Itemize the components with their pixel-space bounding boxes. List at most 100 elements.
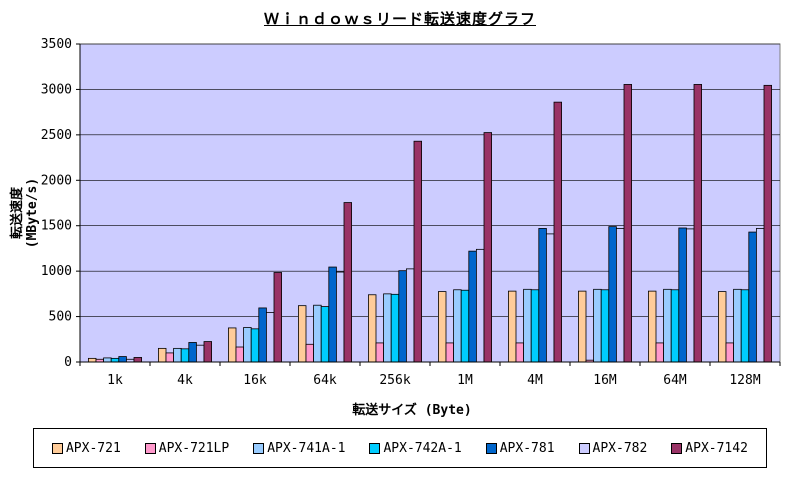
legend-swatch [144,442,156,454]
bar-apx-782-1m [475,248,485,363]
bar-apx-721lp-1m [445,342,454,363]
bar-apx-782-4m [546,233,555,363]
x-tick-label: 16k [243,373,267,388]
y-tick-label: 1500 [41,219,72,234]
bar-apx-721-4m [507,290,517,363]
legend-label: APX-721 [65,440,121,456]
bar-apx-781-128m [748,231,757,363]
x-tick-label: 64k [313,373,337,388]
bar-apx-781-4m [538,228,547,363]
bar-apx-781-1m [468,250,477,363]
bar-apx-742a-1-128m [740,289,750,363]
bar-apx-721-1k [88,357,97,363]
bar-apx-721lp-64m [655,342,664,363]
bar-apx-721lp-128m [725,342,734,363]
bar-apx-741a-1-4k [173,347,182,363]
bar-apx-741a-1-1m [453,289,462,363]
legend-swatch [671,442,683,454]
bar-apx-742a-1-256k [390,293,400,363]
x-tick-label: 128M [729,373,760,388]
legend-item: APX-741A-1 [253,441,345,456]
bar-apx-721-4k [157,347,167,363]
bar-apx-721lp-16k [235,346,244,363]
legend-label: APX-741A-1 [267,440,346,456]
y-axis-label: 転送速度 (MByte/s) [10,177,40,249]
bar-apx-721lp-256k [375,342,384,363]
legend-label: APX-742A-1 [383,440,462,456]
y-tick-label: 3000 [41,82,72,97]
bar-apx-742a-1-4k [180,348,190,363]
bar-apx-741a-1-256k [383,293,392,363]
legend-item: APX-742A-1 [369,440,462,456]
bar-apx-721-64k [297,305,307,363]
bar-apx-721-128m [718,291,727,363]
bar-apx-782-64m [686,228,695,363]
bar-apx-7142-4k [203,341,212,363]
bar-apx-742a-1-4m [530,289,540,363]
bar-apx-781-256k [398,270,407,363]
legend-item: APX-721LP [144,440,230,456]
bar-apx-782-4k [195,344,205,363]
bar-apx-741a-1-128m [733,288,742,363]
legend-label: APX-721LP [158,440,230,456]
y-tick-label: 2000 [41,173,72,188]
bar-apx-782-256k [405,268,415,363]
bar-apx-742a-1-16k [250,328,260,363]
bar-apx-741a-1-16m [593,288,602,363]
legend-item: APX-781 [485,440,555,456]
bar-apx-721-64m [648,290,657,363]
bar-apx-7142-64m [693,84,702,363]
legend-swatch [51,442,63,454]
bar-apx-721-256k [367,294,377,363]
bar-apx-782-16m [616,228,625,363]
y-tick-label: 2500 [41,128,72,143]
bar-apx-782-16k [265,312,275,363]
bar-apx-742a-1-16m [600,289,610,363]
x-tick-label: 4M [527,373,543,388]
bar-apx-7142-1m [483,132,492,363]
legend-item: APX-721 [51,440,121,456]
bar-apx-782-128m [756,228,765,363]
bar-apx-781-16k [258,307,267,363]
bar-apx-781-64m [678,227,687,363]
legend-label: APX-782 [592,440,648,456]
bar-apx-7142-256k [413,140,422,363]
x-tick-label: 256k [379,373,410,388]
bar-apx-721lp-64k [305,343,314,363]
bar-apx-781-1k [118,356,127,363]
bar-apx-741a-1-64m [663,288,672,363]
legend-swatch [369,442,381,454]
legend-item: APX-7142 [671,441,748,456]
y-tick-label: 500 [49,310,72,325]
legend-label: APX-781 [499,440,555,456]
bar-apx-781-64k [328,266,337,363]
y-tick-label: 0 [64,355,72,370]
bar-apx-781-16m [608,226,617,363]
bar-apx-742a-1-1k [110,357,120,363]
bar-apx-7142-4m [553,101,562,363]
legend-item: APX-782 [578,440,648,456]
y-tick-label: 1000 [41,264,72,279]
bar-apx-781-4k [188,342,197,363]
legend-label: APX-7142 [685,440,748,456]
bar-apx-7142-128m [763,84,772,363]
x-tick-label: 1k [107,373,123,388]
bar-apx-7142-16k [273,272,282,363]
bar-apx-721-1m [437,291,447,363]
x-tick-label: 4k [177,373,193,388]
x-axis-label: 転送サイズ (Byte) [352,403,472,418]
bar-apx-741a-1-16k [243,327,252,363]
bar-apx-741a-1-1k [103,357,112,363]
bar-apx-742a-1-64k [320,306,330,363]
bar-apx-742a-1-1m [460,289,470,363]
bar-apx-7142-16m [623,84,632,363]
bar-apx-7142-1k [133,357,142,363]
y-tick-label: 3500 [41,37,72,52]
bar-apx-721-16m [578,290,587,363]
bar-apx-721lp-4k [165,352,174,363]
x-tick-label: 64M [663,373,687,388]
bar-apx-741a-1-64k [313,304,322,363]
bar-apx-782-64k [335,271,345,363]
bar-apx-721-16k [227,327,237,363]
